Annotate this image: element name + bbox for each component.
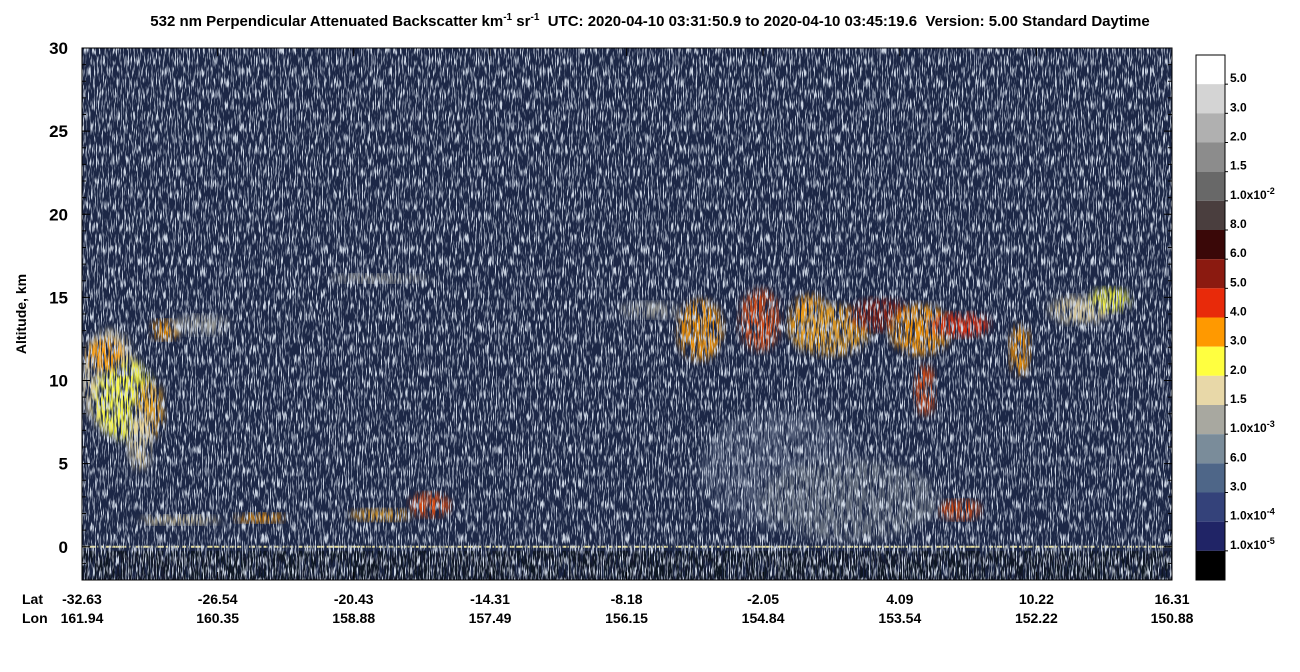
colorbar-swatch xyxy=(1196,550,1225,580)
colorbar-swatch xyxy=(1196,434,1225,464)
colorbar-swatch xyxy=(1196,288,1225,318)
colorbar-swatch xyxy=(1196,317,1225,347)
lon-tick-label: 156.15 xyxy=(605,610,648,626)
colorbar-swatch xyxy=(1196,200,1225,230)
lon-tick-label: 152.22 xyxy=(1015,610,1058,626)
colorbar-label: 3.0 xyxy=(1230,334,1247,348)
colorbar-label-text: 3.0 xyxy=(1230,100,1247,114)
colorbar-label: 8.0 xyxy=(1230,217,1247,231)
colorbar-label-text: 3.0 xyxy=(1230,334,1247,348)
colorbar-swatch xyxy=(1196,230,1225,260)
colorbar-label: 1.0x10-5 xyxy=(1230,536,1275,552)
lon-tick-label: 161.94 xyxy=(61,610,104,626)
colorbar-swatch xyxy=(1196,375,1225,405)
colorbar-label-exponent: -2 xyxy=(1267,186,1275,196)
colorbar-label-text: 4.0 xyxy=(1230,305,1247,319)
colorbar-label: 1.0x10-2 xyxy=(1230,186,1275,202)
colorbar-label-exponent: -4 xyxy=(1267,507,1275,517)
colorbar-swatch xyxy=(1196,346,1225,376)
colorbar-label: 2.0 xyxy=(1230,363,1247,377)
colorbar-swatch xyxy=(1196,492,1225,522)
title-text: sr xyxy=(512,13,531,30)
colorbar-swatch xyxy=(1196,463,1225,493)
colorbar-label-text: 1.5 xyxy=(1230,392,1247,406)
colorbar-label: 1.0x10-4 xyxy=(1230,507,1275,523)
colorbar-label: 3.0 xyxy=(1230,100,1247,114)
title-text: UTC: 2020-04-10 03:31:50.9 to 2020-04-10… xyxy=(539,13,1149,30)
y-tick-label: 15 xyxy=(49,288,68,307)
colorbar-swatch xyxy=(1196,142,1225,172)
colorbar-swatch xyxy=(1196,171,1225,201)
y-tick-label: 25 xyxy=(49,122,68,141)
colorbar-label-text: 8.0 xyxy=(1230,217,1247,231)
colorbar-label-text: 1.0x10 xyxy=(1230,188,1267,202)
colorbar-label-text: 1.0x10 xyxy=(1230,538,1267,552)
colorbar-label: 3.0 xyxy=(1230,480,1247,494)
colorbar-label: 5.0 xyxy=(1230,71,1247,85)
colorbar-label: 6.0 xyxy=(1230,246,1247,260)
colorbar-label-text: 1.5 xyxy=(1230,159,1247,173)
colorbar-label: 1.5 xyxy=(1230,392,1247,406)
colorbar-label-text: 2.0 xyxy=(1230,130,1247,144)
x-tick-label: -20.43 xyxy=(334,591,374,607)
lon-tick-label: 150.88 xyxy=(1151,610,1194,626)
title-text: 532 nm Perpendicular Attenuated Backscat… xyxy=(150,13,503,30)
lon-tick-label: 153.54 xyxy=(878,610,921,626)
colorbar-label-text: 2.0 xyxy=(1230,363,1247,377)
colorbar-label: 4.0 xyxy=(1230,305,1247,319)
colorbar-label: 6.0 xyxy=(1230,450,1247,464)
chart-title: 532 nm Perpendicular Attenuated Backscat… xyxy=(150,12,1149,30)
y-tick-label: 10 xyxy=(49,372,68,391)
lon-tick-label: 154.84 xyxy=(742,610,785,626)
colorbar-label: 1.5 xyxy=(1230,159,1247,173)
colorbar-label-text: 5.0 xyxy=(1230,71,1247,85)
x-tick-label: 10.22 xyxy=(1019,591,1054,607)
title-superscript: -1 xyxy=(503,12,512,23)
noise-texture xyxy=(82,48,1172,580)
plot-area xyxy=(82,48,1172,580)
colorbar-label-text: 1.0x10 xyxy=(1230,421,1267,435)
colorbar-label: 2.0 xyxy=(1230,130,1247,144)
x-tick-label: 16.31 xyxy=(1154,591,1189,607)
y-tick-label: 0 xyxy=(59,538,68,557)
colorbar-swatch xyxy=(1196,405,1225,435)
x-tick-label: -32.63 xyxy=(62,591,102,607)
colorbar-swatch xyxy=(1196,113,1225,143)
colorbar-label-exponent: -3 xyxy=(1267,419,1275,429)
x-tick-label: -8.18 xyxy=(611,591,643,607)
colorbar-label: 5.0 xyxy=(1230,275,1247,289)
y-tick-label: 20 xyxy=(49,205,68,224)
colorbar-label-text: 3.0 xyxy=(1230,480,1247,494)
colorbar-label-text: 5.0 xyxy=(1230,275,1247,289)
x-row-label: Lon xyxy=(22,610,48,626)
y-tick-label: 30 xyxy=(49,39,68,58)
x-tick-label: -14.31 xyxy=(470,591,510,607)
colorbar-label: 1.0x10-3 xyxy=(1230,419,1275,435)
x-tick-label: -2.05 xyxy=(747,591,779,607)
y-axis-label: Altitude, km xyxy=(13,274,29,354)
colorbar-label-text: 6.0 xyxy=(1230,246,1247,260)
colorbar-swatch xyxy=(1196,259,1225,289)
colorbar-label-exponent: -5 xyxy=(1267,536,1275,546)
title-superscript: -1 xyxy=(530,12,539,23)
colorbar-swatch xyxy=(1196,55,1225,85)
x-tick-label: -26.54 xyxy=(198,591,238,607)
colorbar-swatch xyxy=(1196,521,1225,551)
colorbar-label-text: 6.0 xyxy=(1230,450,1247,464)
lon-tick-label: 158.88 xyxy=(332,610,375,626)
colorbar-swatch xyxy=(1196,84,1225,114)
x-row-label: Lat xyxy=(22,591,43,607)
colorbar-label-text: 1.0x10 xyxy=(1230,509,1267,523)
y-tick-label: 5 xyxy=(59,455,68,474)
lon-tick-label: 160.35 xyxy=(196,610,239,626)
lon-tick-label: 157.49 xyxy=(469,610,512,626)
x-tick-label: 4.09 xyxy=(886,591,913,607)
